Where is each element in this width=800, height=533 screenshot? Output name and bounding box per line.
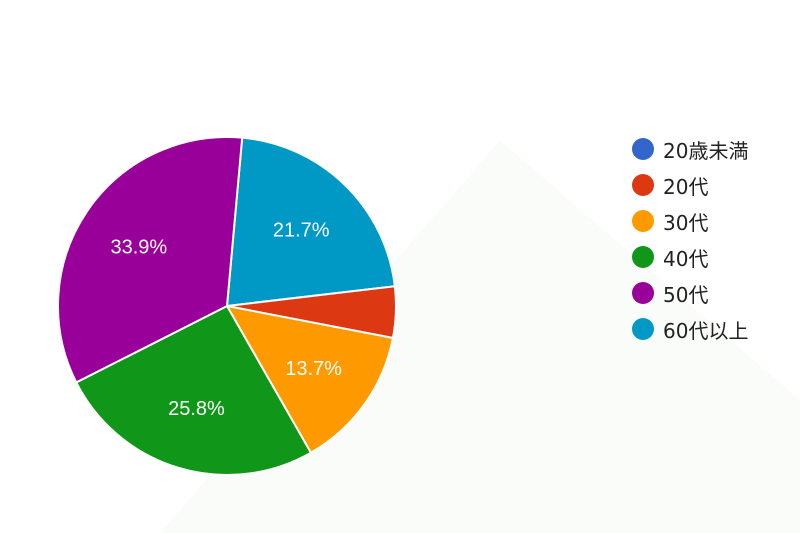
legend-item[interactable]: 50代 — [632, 275, 748, 311]
pie-slice-60代以上[interactable] — [225, 136, 396, 308]
legend-label: 60代以上 — [663, 318, 749, 343]
slice-data-label: 13.7% — [285, 358, 342, 380]
pie-slice-50代[interactable] — [57, 136, 244, 384]
legend-label: 20代 — [663, 174, 709, 199]
legend-swatch-icon — [632, 210, 654, 232]
legend: 20歳未満 20代 30代 40代 50代 60代以上 — [632, 131, 748, 347]
legend-swatch-icon — [632, 318, 654, 340]
legend-label: 20歳未満 — [663, 138, 749, 163]
legend-swatch-icon — [632, 246, 654, 268]
legend-item[interactable]: 60代以上 — [632, 311, 748, 347]
pie-slice-30代[interactable] — [225, 304, 395, 455]
legend-swatch-icon — [632, 138, 654, 160]
legend-swatch-icon — [632, 282, 654, 304]
legend-item[interactable]: 30代 — [632, 203, 748, 239]
legend-item[interactable]: 20歳未満 — [632, 131, 748, 167]
legend-label: 50代 — [663, 282, 709, 307]
slice-data-label: 21.7% — [273, 220, 330, 242]
legend-label: 40代 — [663, 246, 709, 271]
slice-data-label: 25.8% — [168, 398, 225, 420]
slice-data-label: 33.9% — [111, 236, 168, 258]
legend-item[interactable]: 40代 — [632, 239, 748, 275]
legend-swatch-icon — [632, 174, 654, 196]
legend-label: 30代 — [663, 210, 709, 235]
legend-item[interactable]: 20代 — [632, 167, 748, 203]
pie-slice-40代[interactable] — [74, 304, 313, 476]
